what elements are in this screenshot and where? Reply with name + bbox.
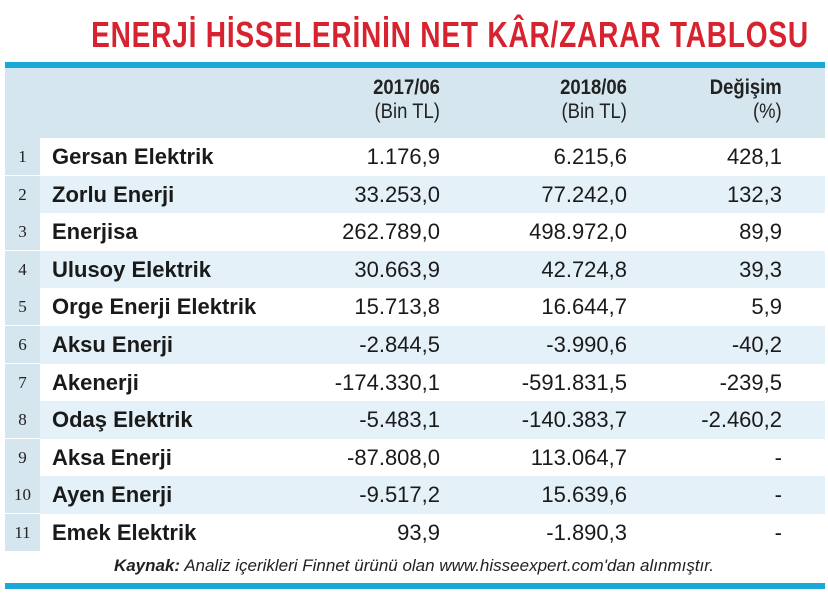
company-name: Zorlu Enerji bbox=[52, 181, 175, 207]
company-name: Gersan Elektrik bbox=[52, 144, 214, 169]
value-cell: 113.064,7 bbox=[530, 444, 627, 470]
top-rule bbox=[5, 62, 825, 68]
company-name: Odaş Elektrik bbox=[52, 407, 193, 433]
table-row: 4 Ulusoy Elektrik 30.663,9 42.724,8 39,3 bbox=[5, 250, 825, 289]
value-cell: -140.383,7 bbox=[521, 407, 627, 433]
table-row: 7 Akenerji -174.330,1 -591.831,5 -239,5 bbox=[5, 363, 825, 402]
table-header: 2017/06 (Bin TL) 2018/06 (Bin TL) Değişim(… bbox=[5, 68, 825, 138]
table-row: 8 Odaş Elektrik -5.483,1 -140.383,7 -2.460,2 bbox=[5, 401, 825, 440]
value-cell: 77.242,0 bbox=[541, 181, 627, 207]
company-name: Orge Enerji Elektrik bbox=[52, 294, 257, 320]
row-number: 10 bbox=[5, 476, 40, 515]
header-cell: 2018/06 (Bin TL) bbox=[560, 76, 627, 124]
value-cell: 428,1 bbox=[726, 144, 782, 169]
row-number: 5 bbox=[5, 288, 40, 327]
value-cell: 262.789,0 bbox=[342, 219, 440, 245]
value-cell: -2.844,5 bbox=[359, 332, 440, 357]
value-cell: -1.890,3 bbox=[546, 520, 627, 545]
company-name: Ulusoy Elektrik bbox=[52, 256, 211, 282]
header-cell: 2017/06 (Bin TL) bbox=[373, 76, 440, 124]
value-cell: -2.460,2 bbox=[701, 407, 782, 433]
value-cell: 498.972,0 bbox=[529, 219, 627, 245]
header-cell: Değişim (%) bbox=[710, 76, 782, 124]
row-number: 11 bbox=[5, 514, 40, 552]
value-cell: -87.808,0 bbox=[347, 444, 440, 470]
value-cell: 33.253,0 bbox=[354, 181, 440, 207]
value-cell: - bbox=[774, 482, 782, 508]
value-cell: -591.831,5 bbox=[521, 369, 627, 395]
table-row: 3 Enerjisa 262.789,0 498.972,0 89,9 bbox=[5, 213, 825, 252]
value-cell: 1.176,9 bbox=[366, 144, 440, 169]
company-name: Emek Elektrik bbox=[52, 520, 197, 545]
table-row: 9 Aksa Enerji -87.808,0 113.064,7 - bbox=[5, 438, 825, 477]
value-cell: -174.330,1 bbox=[334, 369, 440, 395]
row-number: 8 bbox=[5, 401, 40, 440]
row-number: 6 bbox=[5, 326, 40, 364]
company-name: Ayen Enerji bbox=[52, 482, 173, 508]
header-period: 2018/06 bbox=[560, 76, 627, 99]
bottom-rule bbox=[5, 583, 825, 589]
table-row: 5 Orge Enerji Elektrik 15.713,8 16.644,7 5,9 bbox=[5, 288, 825, 327]
header-unit: (Bin TL) bbox=[374, 100, 440, 123]
source-label: Kaynak: bbox=[113, 556, 181, 575]
table-row: 1 Gersan Elektrik 1.176,9 6.215,6 428,1 bbox=[5, 138, 825, 176]
company-name: Akenerji bbox=[52, 369, 139, 395]
value-cell: 15.713,8 bbox=[354, 294, 440, 320]
value-cell: 132,3 bbox=[726, 181, 782, 207]
header-unit: (%) bbox=[753, 100, 782, 123]
value-cell: - bbox=[774, 520, 782, 545]
row-number: 7 bbox=[5, 363, 40, 402]
row-number: 4 bbox=[5, 250, 40, 289]
company-name: Enerjisa bbox=[52, 219, 138, 245]
value-cell: 93,9 bbox=[397, 520, 440, 545]
company-name: Aksu Enerji bbox=[52, 332, 174, 357]
value-cell: 5,9 bbox=[751, 294, 782, 320]
value-cell: 42.724,8 bbox=[541, 256, 627, 282]
row-number: 3 bbox=[5, 213, 40, 252]
value-cell: -3.990,6 bbox=[546, 332, 627, 357]
source: Kaynak: Analiz içerikleri Finnet ürünü o… bbox=[0, 556, 828, 576]
value-cell: -5.483,1 bbox=[359, 407, 440, 433]
value-cell: 16.644,7 bbox=[541, 294, 627, 320]
value-cell: 15.639,6 bbox=[541, 482, 627, 508]
value-cell: - bbox=[774, 444, 782, 470]
table-row: 2 Zorlu Enerji 33.253,0 77.242,0 132,3 bbox=[5, 175, 825, 214]
value-cell: -40,2 bbox=[731, 332, 782, 357]
value-cell: 30.663,9 bbox=[354, 256, 440, 282]
value-cell: -239,5 bbox=[719, 369, 782, 395]
header-unit: (Bin TL) bbox=[561, 100, 627, 123]
value-cell: -9.517,2 bbox=[359, 482, 440, 508]
header-period: 2017/06 bbox=[373, 76, 440, 99]
value-cell: 89,9 bbox=[739, 219, 782, 245]
value-cell: 6.215,6 bbox=[553, 144, 627, 169]
table-row: 10 Ayen Enerji -9.517,2 15.639,6 - bbox=[5, 476, 825, 515]
row-number: 1 bbox=[5, 138, 40, 176]
company-name: Aksa Enerji bbox=[52, 444, 172, 470]
source-text: Analiz içerikleri Finnet ürünü olan www.… bbox=[184, 556, 715, 575]
header-period: Değişim bbox=[710, 76, 782, 99]
table-row: 6 Aksu Enerji -2.844,5 -3.990,6 -40,2 bbox=[5, 326, 825, 364]
title: ENERJİ HİSSELERİNİN NET KÂR/ZARAR TABLOS… bbox=[91, 14, 809, 55]
row-number: 2 bbox=[5, 175, 40, 214]
value-cell: 39,3 bbox=[739, 256, 782, 282]
table-row: 11 Emek Elektrik 93,9 -1.890,3 - bbox=[5, 514, 825, 552]
row-number: 9 bbox=[5, 438, 40, 477]
